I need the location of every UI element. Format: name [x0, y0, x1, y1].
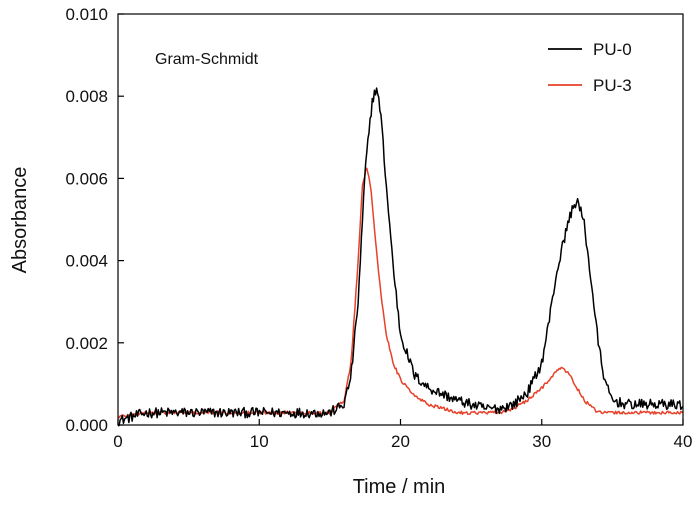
x-tick-label: 30 [532, 432, 551, 451]
y-tick-label: 0.006 [65, 169, 108, 188]
x-tick-label: 40 [674, 432, 693, 451]
y-tick-label: 0.004 [65, 252, 108, 271]
y-axis-title: Absorbance [9, 167, 31, 274]
x-axis-title: Time / min [353, 476, 446, 498]
y-tick-label: 0.000 [65, 416, 108, 435]
series-line-pu-3 [117, 167, 684, 419]
legend-label: PU-3 [593, 76, 632, 95]
y-tick-label: 0.010 [65, 5, 108, 24]
x-tick-label: 10 [250, 432, 269, 451]
legend: PU-0 PU-3 [548, 40, 632, 95]
x-tick-label: 0 [113, 432, 122, 451]
series-line-pu-0 [117, 87, 684, 427]
annotation-label: Gram-Schmidt [155, 51, 259, 68]
y-tick-label: 0.002 [65, 334, 108, 353]
legend-label: PU-0 [593, 40, 632, 59]
y-tick-label: 0.008 [65, 87, 108, 106]
x-tick-label: 20 [391, 432, 410, 451]
